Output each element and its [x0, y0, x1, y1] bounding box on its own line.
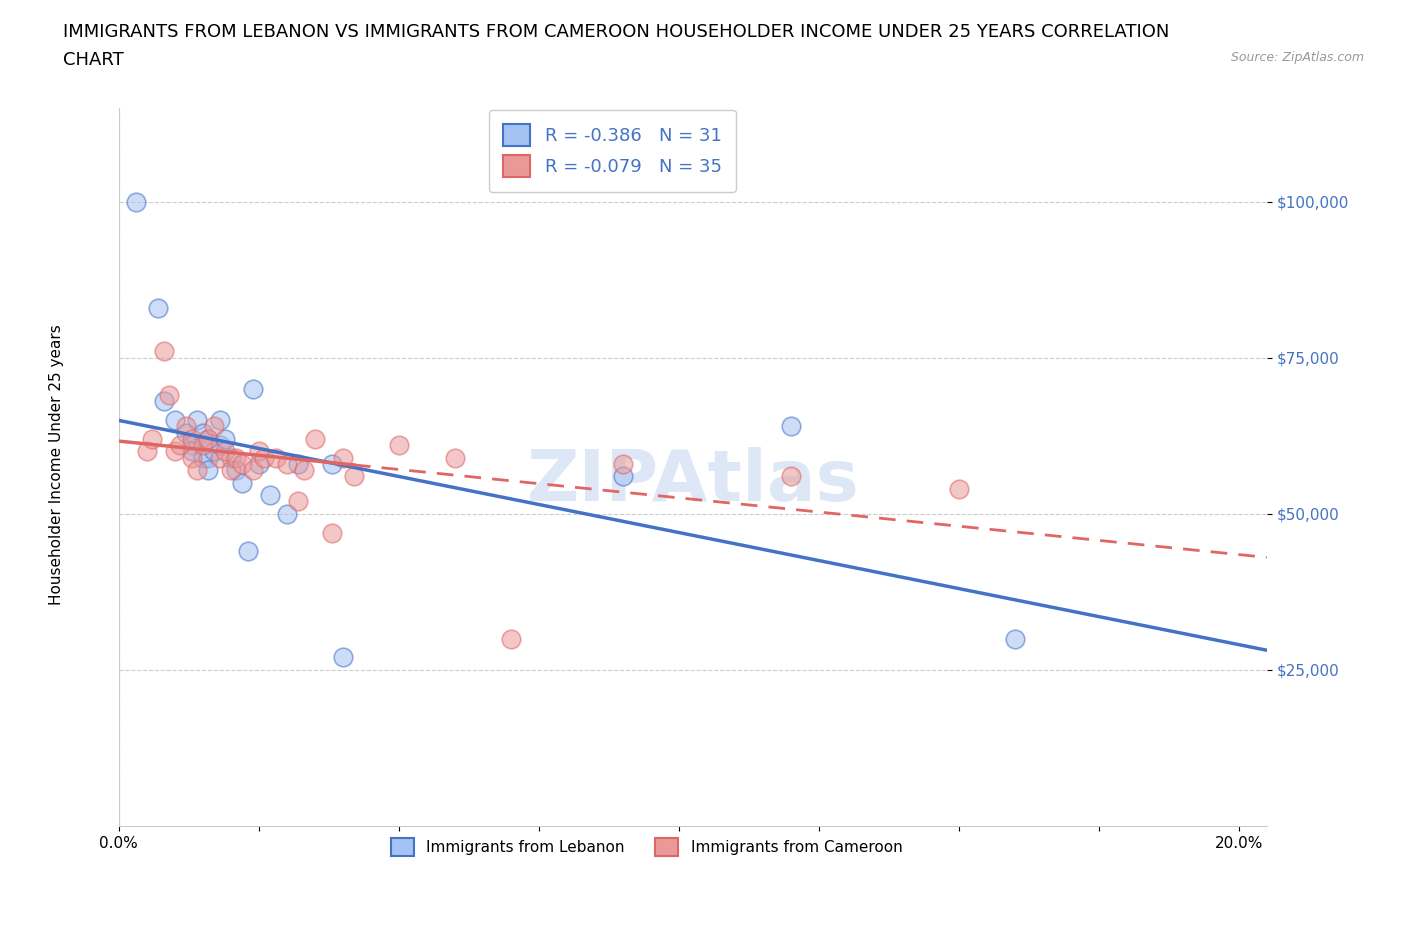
Point	[163, 413, 186, 428]
Point	[225, 450, 247, 465]
Point	[321, 457, 343, 472]
Point	[219, 450, 242, 465]
Point	[443, 450, 465, 465]
Point	[304, 432, 326, 446]
Point	[208, 438, 231, 453]
Point	[180, 450, 202, 465]
Point	[141, 432, 163, 446]
Point	[332, 650, 354, 665]
Point	[231, 475, 253, 490]
Point	[242, 381, 264, 396]
Point	[208, 450, 231, 465]
Point	[499, 631, 522, 646]
Point	[152, 344, 174, 359]
Point	[202, 419, 225, 434]
Text: IMMIGRANTS FROM LEBANON VS IMMIGRANTS FROM CAMEROON HOUSEHOLDER INCOME UNDER 25 : IMMIGRANTS FROM LEBANON VS IMMIGRANTS FR…	[63, 23, 1170, 41]
Point	[236, 544, 259, 559]
Point	[1004, 631, 1026, 646]
Point	[388, 438, 411, 453]
Point	[247, 444, 270, 458]
Point	[253, 450, 276, 465]
Point	[242, 463, 264, 478]
Text: ZIPAtlas: ZIPAtlas	[526, 447, 859, 516]
Point	[276, 457, 298, 472]
Point	[180, 432, 202, 446]
Point	[157, 388, 180, 403]
Text: Source: ZipAtlas.com: Source: ZipAtlas.com	[1230, 51, 1364, 64]
Point	[174, 425, 197, 440]
Point	[146, 300, 169, 315]
Point	[343, 469, 366, 484]
Point	[287, 494, 309, 509]
Text: CHART: CHART	[63, 51, 124, 69]
Point	[292, 463, 315, 478]
Point	[321, 525, 343, 540]
Point	[208, 413, 231, 428]
Point	[163, 444, 186, 458]
Point	[214, 444, 236, 458]
Point	[197, 450, 219, 465]
Point	[247, 457, 270, 472]
Text: Householder Income Under 25 years: Householder Income Under 25 years	[49, 325, 63, 605]
Point	[191, 425, 214, 440]
Point	[197, 463, 219, 478]
Point	[180, 438, 202, 453]
Point	[180, 444, 202, 458]
Point	[276, 507, 298, 522]
Point	[779, 419, 801, 434]
Point	[202, 444, 225, 458]
Point	[186, 463, 208, 478]
Point	[948, 482, 970, 497]
Point	[259, 487, 281, 502]
Point	[612, 457, 634, 472]
Point	[152, 394, 174, 409]
Point	[191, 438, 214, 453]
Point	[231, 457, 253, 472]
Point	[779, 469, 801, 484]
Point	[332, 450, 354, 465]
Point	[135, 444, 157, 458]
Point	[225, 463, 247, 478]
Point	[214, 432, 236, 446]
Point	[169, 438, 191, 453]
Point	[287, 457, 309, 472]
Legend: Immigrants from Lebanon, Immigrants from Cameroon: Immigrants from Lebanon, Immigrants from…	[380, 826, 914, 869]
Point	[191, 450, 214, 465]
Point	[197, 432, 219, 446]
Point	[264, 450, 287, 465]
Point	[197, 432, 219, 446]
Point	[174, 419, 197, 434]
Point	[612, 469, 634, 484]
Point	[186, 413, 208, 428]
Point	[219, 463, 242, 478]
Point	[124, 194, 146, 209]
